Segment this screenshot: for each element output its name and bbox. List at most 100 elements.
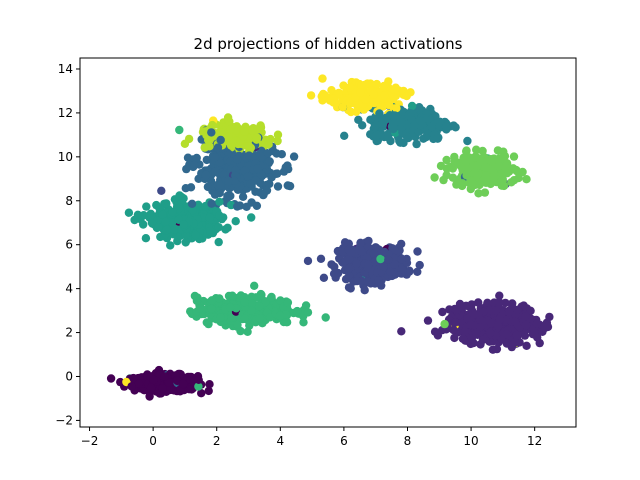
scatter-point-class-5	[158, 210, 167, 219]
scatter-point-class-9	[380, 91, 389, 100]
scatter-point-class-6	[321, 313, 330, 322]
x-tick-label: 8	[404, 434, 412, 448]
scatter-point-class-7	[501, 162, 510, 171]
scatter-point-class-6	[260, 298, 270, 307]
scatter-point-class-5	[175, 191, 184, 200]
scatter-point-class-6	[276, 296, 285, 305]
scatter-point-class-1	[535, 338, 544, 348]
scatter-point-class-4	[378, 115, 387, 125]
scatter-point-class-5	[174, 204, 184, 213]
scatter-point-class-1	[478, 335, 488, 345]
scatter-point-class-7	[512, 166, 521, 176]
scatter-point-class-3	[272, 149, 281, 158]
scatter-point-class-2	[157, 186, 166, 195]
scatter-point-class-2	[413, 267, 422, 276]
scatter-point-class-2	[316, 254, 326, 263]
scatter-point-class-1	[532, 319, 542, 328]
scatter-point-class-2	[352, 276, 362, 286]
scatter-point-class-6	[247, 299, 256, 308]
scatter-point-class-4	[395, 117, 405, 127]
scatter-point-class-7	[481, 171, 490, 181]
scatter-point-class-8	[248, 126, 257, 135]
scatter-point-class-0	[197, 389, 206, 398]
scatter-point-class-7	[493, 146, 503, 155]
scatter-point-class-2	[397, 265, 407, 274]
scatter-point-class-1	[458, 334, 468, 343]
scatter-point-class-3	[181, 184, 190, 193]
scatter-point-class-4	[399, 138, 408, 148]
scatter-point-class-1	[491, 306, 501, 315]
scatter-point-class-0	[146, 383, 156, 393]
scatter-point-class-3	[244, 151, 254, 160]
scatter-point-class-7	[478, 146, 487, 156]
scatter-point-class-3	[281, 163, 290, 172]
scatter-point-class-8	[244, 141, 253, 150]
scatter-point-class-3	[265, 157, 274, 166]
scatter-point-class-5	[215, 211, 224, 220]
scatter-point-class-3	[207, 199, 216, 208]
scatter-point-class-2	[344, 264, 353, 273]
scatter-point-class-2	[344, 254, 354, 264]
scatter-point-class-9	[320, 91, 330, 100]
scatter-point-class-0	[178, 379, 188, 389]
y-tick-label: 10	[58, 150, 73, 164]
scatter-point-class-3	[233, 202, 242, 211]
scatter-point-class-2	[334, 268, 343, 278]
scatter-point-class-0	[145, 392, 154, 401]
scatter-point-class-4	[463, 136, 472, 146]
scatter-point-class-7	[474, 189, 483, 198]
scatter-point-class-9	[379, 81, 389, 91]
scatter-point-class-4	[340, 131, 349, 140]
scatter-point-class-3	[207, 128, 216, 137]
scatter-point-class-0	[116, 377, 125, 387]
scatter-point-class-2	[364, 277, 373, 286]
scatter-point-class-1	[487, 318, 496, 328]
scatter-point-class-6	[232, 304, 241, 313]
scatter-point-class-5	[191, 230, 200, 240]
scatter-point-class-1	[449, 325, 458, 335]
scatter-point-class-6	[225, 303, 235, 312]
scatter-point-class-1	[545, 312, 554, 322]
scatter-point-class-8	[224, 133, 233, 142]
scatter-point-class-6	[251, 293, 261, 302]
scatter-point-class-1	[501, 298, 510, 308]
scatter-point-class-5	[154, 223, 163, 232]
scatter-point-class-6	[303, 308, 313, 317]
scatter-point-class-2	[397, 239, 406, 249]
scatter-point-class-2	[338, 247, 347, 257]
scatter-point-class-0	[194, 375, 203, 384]
scatter-point-class-3	[182, 164, 191, 174]
chart-title: 2d projections of hidden activations	[194, 35, 463, 53]
scatter-point-class-8	[273, 130, 283, 139]
scatter-point-class-7	[470, 168, 479, 177]
scatter-point-class-2	[363, 260, 373, 269]
scatter-point-class-2	[397, 255, 406, 264]
scatter-point-class-1	[526, 306, 535, 315]
scatter-point-class-5	[223, 223, 232, 232]
scatter-point-class-0	[164, 378, 174, 387]
scatter-point-class-3	[223, 176, 233, 186]
scatter-point-class-2	[413, 247, 422, 256]
scatter-point-class-7	[458, 179, 467, 188]
scatter-point-class-7	[498, 174, 507, 183]
y-tick-label: 4	[65, 282, 73, 296]
scatter-point-class-6	[233, 320, 242, 329]
scatter-point-class-1	[521, 312, 530, 321]
scatter-point-class-8	[240, 127, 249, 136]
scatter-point-class-9	[352, 107, 361, 117]
scatter-point-class-6	[227, 313, 236, 323]
scatter-point-class-5	[231, 217, 240, 226]
scatter-point-class-7	[450, 152, 459, 162]
x-tick-label: 0	[149, 434, 157, 448]
x-tick-label: 10	[463, 434, 478, 448]
scatter-point-class-8	[216, 128, 226, 137]
scatter-point-class-5	[141, 234, 151, 243]
scatter-point-class-7	[439, 175, 448, 185]
scatter-point-class-4	[417, 117, 426, 126]
scatter-point-class-2	[340, 238, 350, 247]
scatter-point-class-1	[397, 327, 406, 336]
x-tick-label: 12	[527, 434, 542, 448]
scatter-point-class-7	[430, 173, 439, 182]
scatter-point-class-1	[512, 330, 522, 340]
scatter-point-class-3	[252, 201, 262, 210]
